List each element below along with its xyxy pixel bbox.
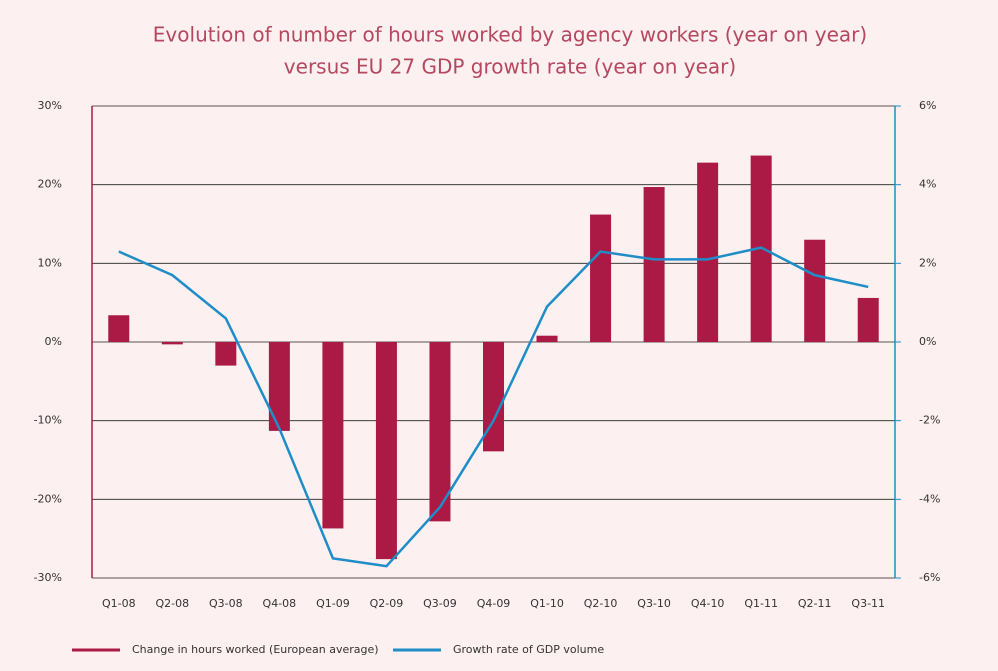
- bar: [804, 239, 826, 342]
- bar: [483, 342, 504, 452]
- x-tick-label: Q4-08: [263, 597, 297, 610]
- y2-tick-label: 0%: [919, 335, 936, 348]
- y2-tick-label: -4%: [919, 492, 940, 505]
- bar: [322, 342, 344, 529]
- y2-tick-label: 2%: [919, 256, 936, 269]
- bar: [161, 342, 183, 345]
- x-tick-label: Q3-08: [209, 597, 243, 610]
- bar: [857, 297, 879, 342]
- x-tick-label: Q2-10: [584, 597, 618, 610]
- x-tick-label: Q2-08: [155, 597, 189, 610]
- y2-tick-label: -2%: [919, 414, 940, 427]
- y-tick-label: -30%: [34, 571, 62, 584]
- bar: [697, 162, 719, 342]
- y-tick-label: 10%: [38, 256, 62, 269]
- y2-tick-label: -6%: [919, 571, 940, 584]
- y-tick-label: -10%: [34, 414, 62, 427]
- legend-label: Growth rate of GDP volume: [453, 643, 604, 656]
- x-tick-label: Q4-09: [477, 597, 511, 610]
- bar: [268, 342, 290, 431]
- line: [118, 246, 869, 568]
- bar: [215, 342, 237, 366]
- y-tick-label: 0%: [45, 335, 62, 348]
- bar: [536, 335, 558, 342]
- legend-label: Change in hours worked (European average…: [132, 643, 379, 656]
- y2-tick-label: 6%: [919, 99, 936, 112]
- x-tick-label: Q1-10: [530, 597, 564, 610]
- y-tick-label: 30%: [38, 99, 62, 112]
- x-tick-label: Q1-08: [102, 597, 136, 610]
- bar: [375, 342, 397, 560]
- x-tick-label: Q3-11: [851, 597, 885, 610]
- y-tick-label: 20%: [38, 178, 62, 191]
- x-tick-label: Q1-11: [744, 597, 778, 610]
- x-tick-label: Q2-11: [798, 597, 832, 610]
- chart-title: versus EU 27 GDP growth rate (year on ye…: [284, 55, 736, 79]
- x-tick-label: Q4-10: [691, 597, 725, 610]
- chart-title: Evolution of number of hours worked by a…: [153, 23, 867, 47]
- y2-tick-label: 4%: [919, 178, 936, 191]
- y-tick-label: -20%: [34, 492, 62, 505]
- bar: [590, 214, 612, 342]
- bar: [108, 315, 130, 342]
- x-tick-label: Q3-10: [637, 597, 671, 610]
- x-tick-label: Q2-09: [370, 597, 404, 610]
- bar: [429, 342, 451, 522]
- x-tick-label: Q3-09: [423, 597, 457, 610]
- bar: [643, 187, 665, 342]
- x-tick-label: Q1-09: [316, 597, 350, 610]
